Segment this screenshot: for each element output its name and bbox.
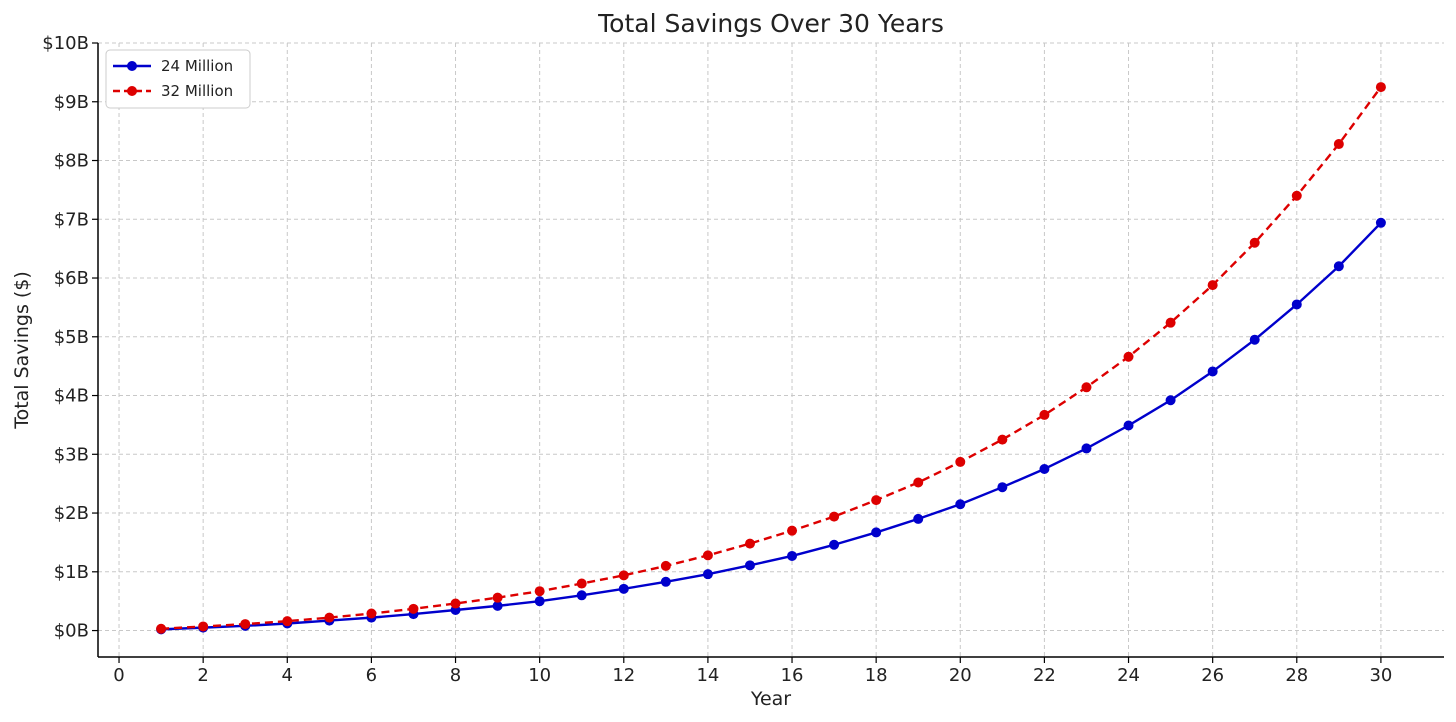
data-point xyxy=(450,598,461,609)
data-point xyxy=(829,539,840,550)
x-tick-label: 16 xyxy=(781,665,804,686)
data-point xyxy=(576,578,587,589)
y-tick-label: $1B xyxy=(54,562,89,583)
data-point xyxy=(534,586,545,597)
y-tick-label: $6B xyxy=(54,268,89,289)
x-tick-label: 4 xyxy=(282,665,293,686)
y-tick-label: $10B xyxy=(42,33,89,54)
legend-item: 32 Million xyxy=(113,82,233,100)
y-tick-label: $2B xyxy=(54,503,89,524)
series-line xyxy=(161,86,1382,630)
data-point xyxy=(702,550,713,561)
legend-marker xyxy=(127,61,137,71)
data-point xyxy=(618,583,629,594)
y-tick-label: $8B xyxy=(54,151,89,172)
data-point xyxy=(1375,217,1386,228)
x-tick-label: 14 xyxy=(696,665,719,686)
data-point xyxy=(744,560,755,571)
data-point xyxy=(1039,409,1050,420)
data-point xyxy=(366,608,377,619)
legend: 24 Million 32 Million xyxy=(105,49,251,109)
data-point xyxy=(324,612,335,623)
x-tick-label: 12 xyxy=(612,665,635,686)
data-point xyxy=(1123,420,1134,431)
y-tick-label: $0B xyxy=(54,621,89,642)
data-point xyxy=(660,560,671,571)
data-point xyxy=(576,590,587,601)
data-point xyxy=(829,511,840,522)
y-tick-label: $7B xyxy=(54,209,89,230)
data-point xyxy=(1207,280,1218,291)
data-point xyxy=(1291,190,1302,201)
data-point xyxy=(492,592,503,603)
data-point xyxy=(955,456,966,467)
data-point xyxy=(1081,443,1092,454)
x-tick-label: 24 xyxy=(1117,665,1140,686)
data-point xyxy=(240,619,251,630)
data-point xyxy=(1207,366,1218,377)
legend-label: 24 Million xyxy=(161,57,233,75)
data-point xyxy=(787,525,798,536)
data-point xyxy=(1081,382,1092,393)
data-point xyxy=(1333,261,1344,272)
data-point xyxy=(1291,299,1302,310)
legend-box xyxy=(105,49,251,109)
data-point xyxy=(1165,395,1176,406)
data-point xyxy=(787,550,798,561)
data-point xyxy=(1375,82,1386,93)
x-tick-label: 26 xyxy=(1201,665,1224,686)
x-tick-label: 2 xyxy=(197,665,208,686)
data-point xyxy=(744,538,755,549)
data-point xyxy=(997,482,1008,493)
data-point xyxy=(1249,334,1260,345)
data-point xyxy=(492,600,503,611)
x-axis-title: Year xyxy=(750,688,791,710)
data-point xyxy=(660,576,671,587)
x-tick-label: 0 xyxy=(113,665,124,686)
y-tick-label: $3B xyxy=(54,444,89,465)
data-point xyxy=(1039,463,1050,474)
series-line xyxy=(161,221,1382,631)
chart-title: Total Savings Over 30 Years xyxy=(597,9,944,38)
ticks: 0 2 4 6 8 10 12 14 16 18 20 22 24 26 28 30$0B$1B$2B$3B$… xyxy=(42,33,1392,686)
data-point xyxy=(282,616,293,627)
data-point xyxy=(955,499,966,510)
x-tick-label: 28 xyxy=(1285,665,1308,686)
series-layer xyxy=(156,82,1386,635)
data-point xyxy=(913,513,924,524)
data-point xyxy=(1333,139,1344,150)
x-tick-label: 30 xyxy=(1369,665,1392,686)
data-point xyxy=(198,621,209,632)
x-tick-label: 8 xyxy=(450,665,461,686)
x-tick-label: 20 xyxy=(949,665,972,686)
y-tick-label: $9B xyxy=(54,92,89,113)
data-point xyxy=(871,527,882,538)
data-point xyxy=(408,603,419,614)
x-tick-label: 10 xyxy=(528,665,551,686)
legend-item: 24 Million xyxy=(113,57,233,75)
y-tick-label: $4B xyxy=(54,386,89,407)
data-point xyxy=(1123,351,1134,362)
data-point xyxy=(156,623,167,634)
legend-marker xyxy=(127,86,137,96)
data-point xyxy=(534,596,545,607)
data-point xyxy=(913,477,924,488)
axes xyxy=(97,43,1444,658)
legend-label: 32 Million xyxy=(161,82,233,100)
grid xyxy=(98,42,1444,657)
x-tick-label: 18 xyxy=(865,665,888,686)
data-point xyxy=(618,570,629,581)
data-point xyxy=(702,569,713,580)
data-point xyxy=(1165,317,1176,328)
y-axis-title: Total Savings ($) xyxy=(11,271,33,430)
data-point xyxy=(871,495,882,506)
data-point xyxy=(997,434,1008,445)
x-tick-label: 22 xyxy=(1033,665,1056,686)
y-tick-label: $5B xyxy=(54,327,89,348)
series-2 xyxy=(156,82,1386,634)
data-point xyxy=(1249,237,1260,248)
x-tick-label: 6 xyxy=(366,665,377,686)
